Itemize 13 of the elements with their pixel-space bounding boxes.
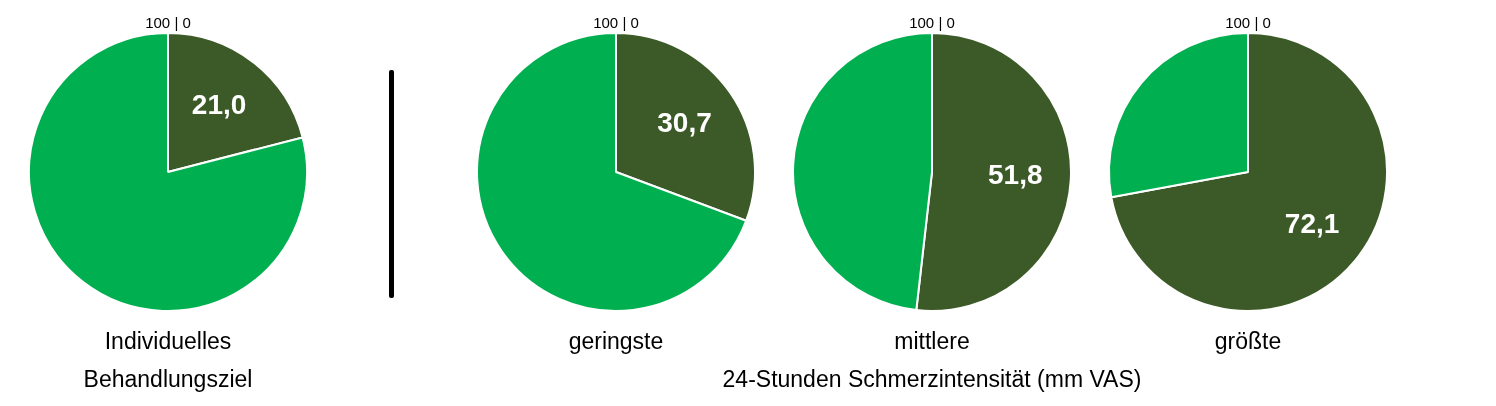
text: 100 | 0 (592, 14, 640, 31)
data-label: 72,1 (1284, 208, 1340, 240)
text: mittlere (893, 327, 971, 356)
text: 100 | 0 (908, 14, 956, 31)
text: 24-Stunden Schmerzintensität (mm VAS) (721, 365, 1143, 394)
data-label: 51,8 (988, 159, 1043, 191)
data-label: 21,0 (191, 88, 247, 120)
text: geringste (567, 327, 665, 356)
text: 100 | 0 (1224, 14, 1272, 31)
text: größte (1213, 327, 1283, 356)
text: Individuelles Behandlungsziel (82, 327, 254, 394)
data-label: 30,7 (657, 107, 712, 139)
text: 100 | 0 (144, 14, 192, 31)
